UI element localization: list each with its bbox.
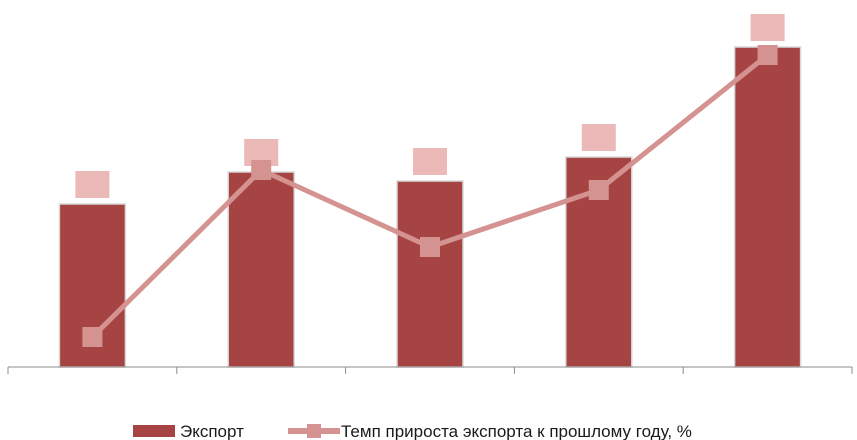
legend-label-growth: Темп прироста экспорта к прошлому году, … [341, 422, 692, 440]
data-label-box [750, 14, 785, 41]
legend-swatch-growth-marker [307, 424, 321, 438]
bar [227, 171, 295, 368]
line-point [251, 160, 272, 180]
legend-label-export: Экспорт [180, 422, 244, 440]
legend-item-export: Экспорт [133, 422, 244, 440]
data-label-box [581, 124, 616, 151]
data-label-boxes [75, 14, 785, 198]
line-point [757, 45, 778, 65]
line-point [588, 180, 609, 200]
line-point [420, 237, 440, 257]
bar [396, 180, 464, 368]
data-label-box [75, 171, 110, 198]
x-axis-ticks [7, 367, 853, 374]
line-series-growth [82, 45, 778, 347]
legend: Экспорт Темп прироста экспорта к прошлом… [133, 422, 692, 440]
bar-series-export [58, 46, 802, 368]
line-point [82, 327, 103, 347]
legend-swatch-export [133, 425, 175, 437]
data-label-box [413, 148, 447, 175]
legend-item-growth: Темп прироста экспорта к прошлому году, … [288, 422, 692, 440]
bar [733, 46, 802, 368]
